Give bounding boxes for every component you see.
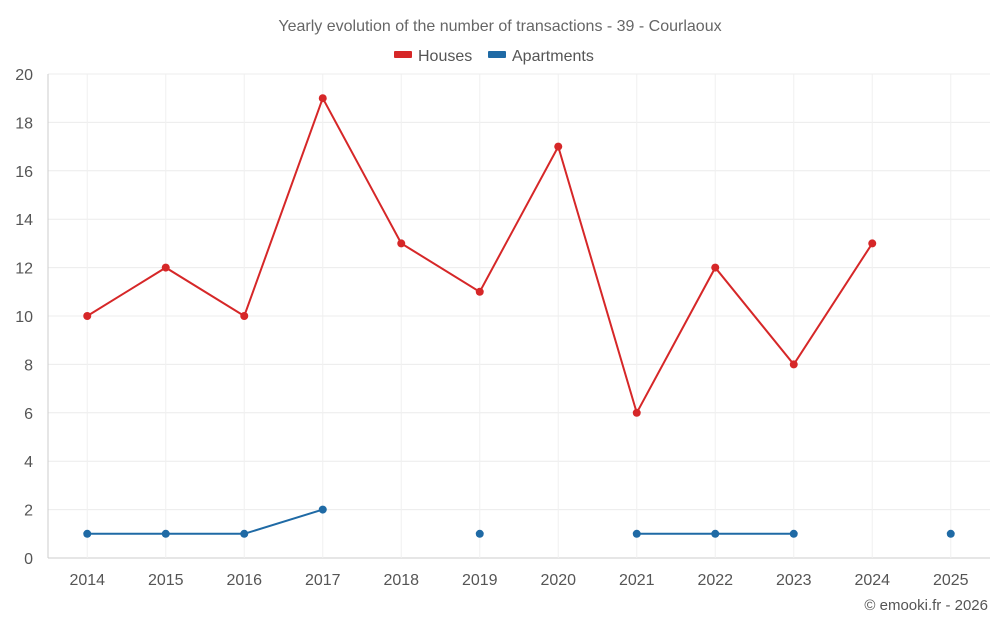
apartments-line-segment [87, 508, 324, 535]
chart-title: Yearly evolution of the number of transa… [278, 18, 721, 35]
x-tick-label: 2020 [540, 572, 576, 589]
apartments-point-2016[interactable] [240, 529, 249, 538]
legend-item-apartments[interactable]: Apartments [488, 48, 594, 65]
legend-label-apartments: Apartments [512, 48, 594, 65]
series-apartments [83, 505, 955, 538]
legend-item-houses[interactable]: Houses [394, 48, 472, 65]
y-tick-label: 6 [24, 406, 33, 423]
houses-point-2023[interactable] [789, 360, 798, 369]
credit-text: © emooki.fr - 2026 [864, 597, 988, 614]
houses-point-2017[interactable] [318, 94, 327, 103]
y-tick-label: 14 [15, 212, 33, 229]
y-tick-label: 4 [24, 454, 33, 471]
x-tick-label: 2021 [619, 572, 655, 589]
apartments-point-2021[interactable] [632, 529, 641, 538]
y-tick-label: 10 [15, 309, 33, 326]
axes: 0 2 4 6 8 10 12 14 16 18 20 2014 2015 2016 2017 2018 201… [15, 67, 968, 589]
x-tick-label: 2018 [383, 572, 419, 589]
y-tick-label: 0 [24, 551, 33, 568]
legend-swatch-apartments [488, 51, 506, 58]
houses-point-2024[interactable] [868, 239, 877, 248]
houses-point-2016[interactable] [240, 312, 249, 320]
houses-point-2021[interactable] [632, 408, 641, 417]
y-tick-label: 20 [15, 67, 33, 84]
houses-point-2018[interactable] [397, 239, 406, 248]
apartments-point-2014[interactable] [83, 529, 92, 538]
houses-point-2022[interactable] [711, 263, 720, 272]
houses-point-2015[interactable] [161, 263, 170, 272]
x-tick-label: 2022 [697, 572, 733, 589]
y-tick-label: 2 [24, 503, 33, 520]
x-tick-label: 2019 [462, 572, 498, 589]
legend-label-houses: Houses [418, 48, 472, 65]
apartments-point-2022[interactable] [711, 529, 720, 538]
apartments-point-2025[interactable] [946, 529, 955, 538]
apartments-point-2017[interactable] [318, 505, 327, 514]
houses-point-2014[interactable] [83, 312, 92, 320]
x-tick-label: 2025 [933, 572, 969, 589]
grid [48, 73, 990, 559]
houses-point-2020[interactable] [554, 142, 563, 151]
x-tick-label: 2024 [854, 572, 890, 589]
y-tick-label: 18 [15, 115, 33, 132]
legend-swatch-houses [394, 51, 412, 58]
apartments-point-2019[interactable] [475, 529, 484, 538]
houses-point-2019[interactable] [475, 287, 484, 296]
x-tick-label: 2023 [776, 572, 812, 589]
x-tick-label: 2017 [305, 572, 341, 589]
apartments-point-2023[interactable] [789, 529, 798, 538]
apartments-point-2015[interactable] [161, 529, 170, 538]
x-tick-label: 2014 [69, 572, 105, 589]
x-tick-label: 2016 [226, 572, 262, 589]
series-houses [83, 94, 877, 417]
x-tick-label: 2015 [148, 572, 184, 589]
y-tick-label: 16 [15, 164, 33, 181]
y-tick-label: 8 [24, 357, 33, 374]
series-layer [83, 94, 955, 538]
y-tick-label: 12 [15, 261, 33, 278]
legend: Houses Apartments [394, 48, 594, 65]
